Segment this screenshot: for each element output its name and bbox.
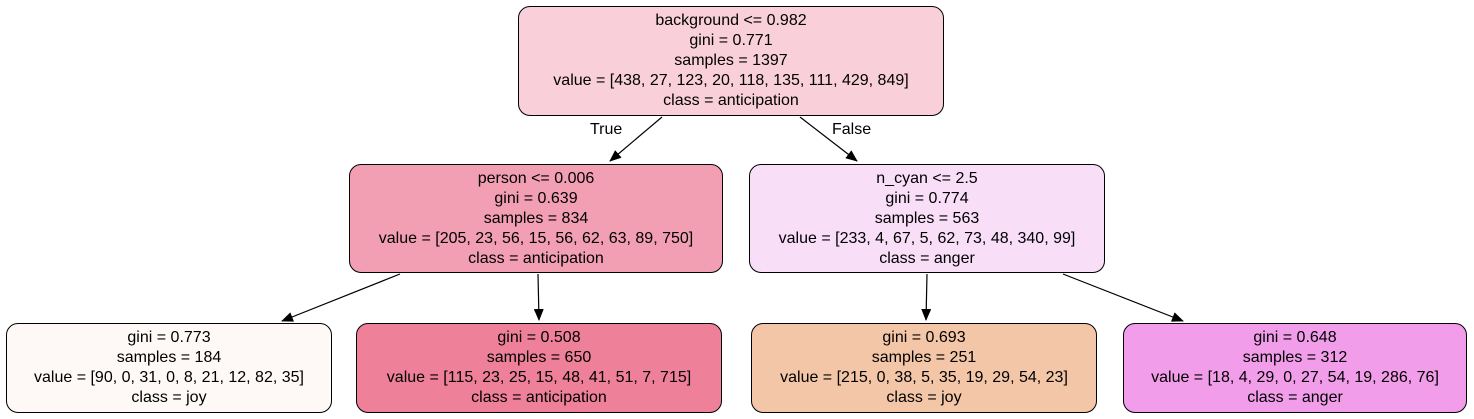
node-value-label: value = [233, 4, 67, 5, 62, 73, 48, 340,… [778, 229, 1076, 247]
tree-node-left: person <= 0.006 gini = 0.639 samples = 8… [349, 164, 723, 273]
edge-right-leaf4 [1062, 273, 1184, 322]
node-samples-label: samples = 563 [874, 209, 980, 227]
node-value-label: value = [205, 23, 56, 15, 56, 62, 63, 89… [378, 229, 694, 247]
node-class-label: class = anticipation [471, 389, 607, 406]
tree-node-root: background <= 0.982 gini = 0.771 samples… [518, 6, 944, 116]
tree-leaf-1: gini = 0.773 samples = 184 value = [90, … [6, 323, 332, 413]
node-samples-label: samples = 834 [483, 209, 589, 227]
node-gini-label: gini = 0.771 [689, 32, 773, 49]
node-split-label: background <= 0.982 [655, 12, 807, 29]
node-class-label: class = anger [1247, 389, 1343, 406]
tree-leaf-2: gini = 0.508 samples = 650 value = [115,… [356, 323, 722, 413]
node-value-label: value = [438, 27, 123, 20, 118, 135, 111… [553, 72, 909, 89]
node-class-label: class = joy [131, 389, 207, 406]
node-gini-label: gini = 0.648 [1253, 329, 1337, 346]
node-class-label: class = anger [879, 249, 975, 267]
node-gini-label: gini = 0.693 [882, 329, 966, 346]
node-samples-label: samples = 1397 [674, 52, 788, 69]
edge-left-leaf1 [281, 273, 401, 322]
node-class-label: class = joy [886, 389, 962, 406]
node-class-label: class = anticipation [663, 92, 799, 109]
edge-left-leaf2 [533, 273, 544, 321]
node-gini-label: gini = 0.773 [127, 329, 211, 346]
node-split-label: person <= 0.006 [477, 169, 595, 187]
edge-root-right [799, 116, 858, 162]
node-samples-label: samples = 251 [871, 349, 977, 366]
edge-root-left [609, 116, 663, 162]
tree-leaf-3: gini = 0.693 samples = 251 value = [215,… [751, 323, 1097, 413]
node-value-label: value = [18, 4, 29, 0, 27, 54, 19, 286, … [1151, 369, 1439, 386]
edge-label-true: True [590, 121, 623, 138]
node-value-label: value = [115, 23, 25, 15, 48, 41, 51, 7,… [386, 369, 692, 386]
tree-node-right: n_cyan <= 2.5 gini = 0.774 samples = 563… [749, 164, 1105, 273]
node-gini-label: gini = 0.774 [885, 189, 969, 207]
tree-leaf-4: gini = 0.648 samples = 312 value = [18, … [1123, 323, 1467, 413]
node-split-label: n_cyan <= 2.5 [876, 169, 978, 187]
node-value-label: value = [215, 0, 38, 5, 35, 19, 29, 54, … [780, 369, 1068, 386]
node-gini-label: gini = 0.508 [497, 329, 581, 346]
node-samples-label: samples = 650 [486, 349, 592, 366]
node-class-label: class = anticipation [468, 249, 604, 267]
node-samples-label: samples = 312 [1242, 349, 1348, 366]
edge-label-false: False [832, 121, 872, 138]
node-gini-label: gini = 0.639 [494, 189, 578, 207]
node-samples-label: samples = 184 [116, 349, 222, 366]
edge-right-leaf3 [921, 273, 932, 321]
node-value-label: value = [90, 0, 31, 0, 8, 21, 12, 82, 35… [34, 369, 304, 386]
